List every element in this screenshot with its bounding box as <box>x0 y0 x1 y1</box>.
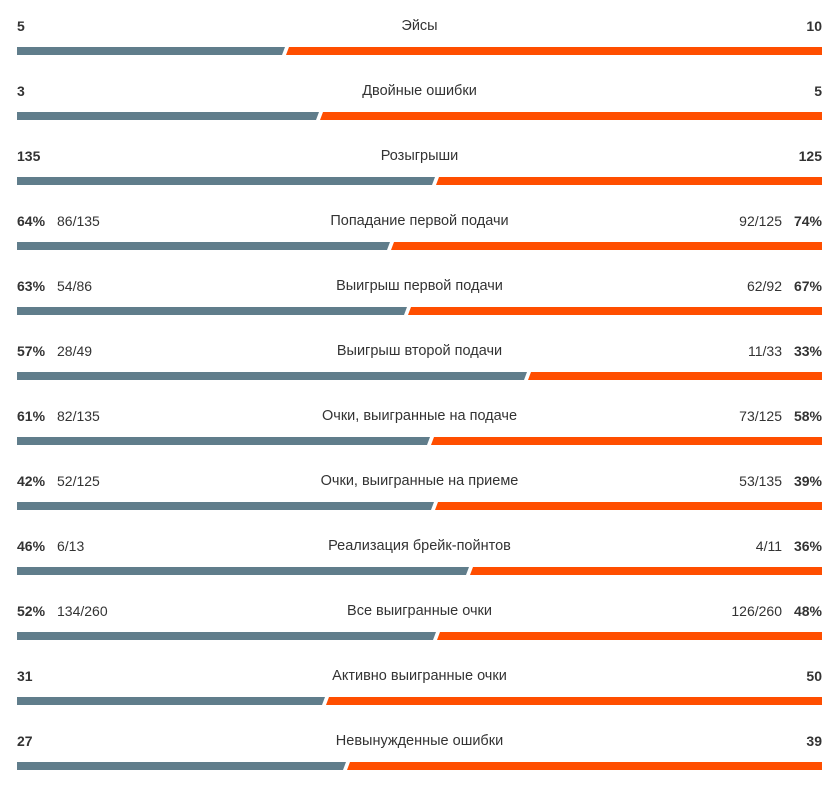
stat-row: 46% 6/13 Реализация брейк-пойнтов 4/11 36% <box>17 520 822 585</box>
left-fraction: 52/125 <box>57 473 100 489</box>
comparison-bar <box>17 762 822 770</box>
player1-bar <box>17 177 435 185</box>
stat-title: Выигрыш второй подачи <box>336 343 503 359</box>
left-value: 3 <box>17 83 25 99</box>
left-value: 27 <box>17 733 33 749</box>
player1-bar <box>17 47 285 55</box>
comparison-bar <box>17 697 822 705</box>
right-fraction: 4/11 <box>755 538 782 554</box>
player1-bar <box>17 437 430 445</box>
right-fraction: 92/125 <box>739 213 782 229</box>
right-fraction: 11/33 <box>748 343 782 359</box>
stat-title: Очки, выигранные на подаче <box>321 408 518 424</box>
stat-title: Попадание первой подачи <box>330 213 509 229</box>
right-value: 5 <box>814 83 822 99</box>
right-fraction: 126/260 <box>731 603 782 619</box>
player1-bar <box>17 567 469 575</box>
stat-row: 61% 82/135 Очки, выигранные на подаче 73/12… <box>17 390 822 455</box>
stat-title: Двойные ошибки <box>362 83 477 99</box>
comparison-bar <box>17 307 822 315</box>
left-value: 31 <box>17 668 33 684</box>
comparison-bar <box>17 437 822 445</box>
stat-title: Розыгрыши <box>380 148 459 164</box>
right-fraction: 62/92 <box>746 278 782 294</box>
right-value: 36% <box>793 538 822 554</box>
player1-bar <box>17 372 527 380</box>
stat-row: 42% 52/125 Очки, выигранные на приеме 53/13… <box>17 455 822 520</box>
player2-bar <box>528 372 822 380</box>
stat-title: Невынужденные ошибки <box>335 733 504 749</box>
comparison-bar <box>17 242 822 250</box>
right-value: 67% <box>793 278 822 294</box>
player2-bar <box>320 112 822 120</box>
player1-bar <box>17 697 325 705</box>
left-value: 135 <box>17 148 41 164</box>
left-value: 61% <box>17 408 46 424</box>
comparison-bar <box>17 112 822 120</box>
player2-bar <box>326 697 822 705</box>
comparison-bar <box>17 567 822 575</box>
left-fraction: 134/260 <box>57 603 108 619</box>
left-value: 63% <box>17 278 46 294</box>
left-fraction: 6/13 <box>57 538 85 554</box>
left-fraction: 28/49 <box>57 343 93 359</box>
right-value: 74% <box>793 213 822 229</box>
stats-list: 5 Эйсы 10 3 Двойные ошибки 5 135 Розыгрыши 125… <box>17 0 822 780</box>
left-fraction: 82/135 <box>57 408 100 424</box>
player1-bar <box>17 307 407 315</box>
stat-row: 57% 28/49 Выигрыш второй подачи 11/33 33% <box>17 325 822 390</box>
comparison-bar <box>17 502 822 510</box>
comparison-bar <box>17 177 822 185</box>
player2-bar <box>347 762 822 770</box>
left-value: 46% <box>17 538 46 554</box>
player2-bar <box>435 502 822 510</box>
right-value: 125 <box>798 148 822 164</box>
stat-row: 63% 54/86 Выигрыш первой подачи 62/92 67% <box>17 260 822 325</box>
stat-row: 31 Активно выигранные очки 50 <box>17 650 822 715</box>
player1-bar <box>17 112 319 120</box>
left-value: 64% <box>17 213 46 229</box>
left-value: 5 <box>17 18 25 34</box>
stat-title: Все выигранные очки <box>347 603 492 619</box>
left-fraction: 54/86 <box>57 278 93 294</box>
comparison-bar <box>17 47 822 55</box>
comparison-bar <box>17 372 822 380</box>
player2-bar <box>436 177 822 185</box>
left-value: 42% <box>17 473 46 489</box>
comparison-bar <box>17 632 822 640</box>
stat-title: Активно выигранные очки <box>332 668 507 684</box>
player1-bar <box>17 632 436 640</box>
player1-bar <box>17 502 434 510</box>
left-value: 52% <box>17 603 46 619</box>
stat-row: 27 Невынужденные ошибки 39 <box>17 715 822 780</box>
right-value: 10 <box>806 18 822 34</box>
stat-title: Очки, выигранные на приеме <box>320 473 519 489</box>
right-value: 33% <box>793 343 822 359</box>
stat-row: 64% 86/135 Попадание первой подачи 92/125 74… <box>17 195 822 260</box>
left-fraction: 86/135 <box>57 213 100 229</box>
stat-title: Реализация брейк-пойнтов <box>328 538 511 554</box>
right-value: 39 <box>806 733 822 749</box>
right-value: 50 <box>806 668 822 684</box>
stat-title: Эйсы <box>401 18 438 34</box>
right-value: 39% <box>793 473 822 489</box>
player1-bar <box>17 242 390 250</box>
player2-bar <box>391 242 822 250</box>
player2-bar <box>286 47 822 55</box>
stat-row: 3 Двойные ошибки 5 <box>17 65 822 130</box>
player2-bar <box>408 307 822 315</box>
player2-bar <box>437 632 822 640</box>
stat-title: Выигрыш первой подачи <box>336 278 503 294</box>
player2-bar <box>431 437 822 445</box>
left-value: 57% <box>17 343 46 359</box>
player2-bar <box>470 567 822 575</box>
right-value: 58% <box>793 408 822 424</box>
stat-row: 5 Эйсы 10 <box>17 0 822 65</box>
right-fraction: 73/125 <box>739 408 782 424</box>
stat-row: 135 Розыгрыши 125 <box>17 130 822 195</box>
right-fraction: 53/135 <box>739 473 782 489</box>
right-value: 48% <box>793 603 822 619</box>
player1-bar <box>17 762 346 770</box>
stat-row: 52% 134/260 Все выигранные очки 126/260 48% <box>17 585 822 650</box>
